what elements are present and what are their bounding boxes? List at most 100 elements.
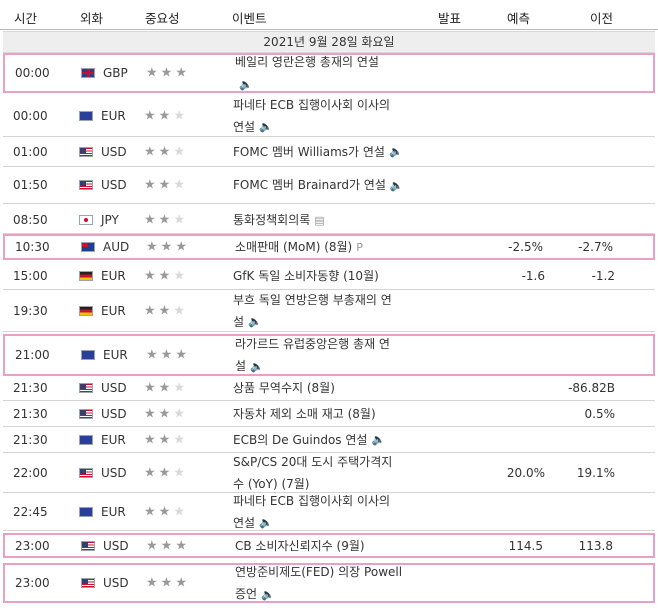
currency-code: JPY bbox=[101, 213, 119, 227]
star-icon: ★ bbox=[173, 380, 188, 396]
usd-flag-icon bbox=[81, 540, 95, 551]
currency-code: USD bbox=[101, 144, 127, 159]
importance-stars: ★★★ bbox=[144, 303, 188, 318]
star-icon: ★ bbox=[173, 144, 188, 159]
star-icon: ★ bbox=[173, 432, 188, 447]
sound-icon[interactable]: 🔈 bbox=[261, 587, 275, 601]
star-icon: ★ bbox=[144, 504, 159, 519]
importance-stars: ★★★ bbox=[144, 504, 188, 519]
star-icon: ★ bbox=[144, 432, 159, 447]
sound-icon[interactable]: 🔈 bbox=[371, 432, 386, 446]
star-icon: ★ bbox=[146, 575, 161, 591]
usd-flag-icon bbox=[79, 408, 93, 419]
star-icon: ★ bbox=[160, 65, 176, 81]
previous-value: 0.5% bbox=[584, 406, 616, 421]
event-name-line1: 부흐 독일 연방은행 부총재의 연 bbox=[233, 292, 392, 307]
event-name-line1: FOMC 멤버 Brainard가 연설 🔈 bbox=[233, 174, 413, 197]
header-actual: 발표 bbox=[438, 11, 462, 26]
event-name[interactable]: FOMC 멤버 Brainard가 연설 🔈 bbox=[233, 174, 413, 197]
event-name[interactable]: 부흐 독일 연방은행 부총재의 연 설 🔈 bbox=[233, 288, 413, 333]
table-row[interactable]: 01:50 USD ★★★ FOMC 멤버 Brainard가 연설 🔈 bbox=[3, 167, 655, 204]
table-row[interactable]: 01:00 USD ★★★ FOMC 멤버 Williams가 연설 🔈 bbox=[3, 137, 655, 167]
event-name-line1: 파네타 ECB 집행이사회 이사의 bbox=[233, 493, 391, 508]
star-icon: ★ bbox=[146, 538, 161, 553]
event-name[interactable]: 상품 무역수지 (8월) bbox=[233, 377, 413, 399]
star-icon: ★ bbox=[175, 575, 190, 591]
header-importance: 중요성 bbox=[145, 11, 180, 26]
event-name[interactable]: 베일리 영란은행 총재의 연설 🔈 bbox=[235, 51, 415, 96]
table-row[interactable]: 08:50 JPY ★★★ 통화정책회의록 ▤ bbox=[3, 207, 655, 234]
star-icon: ★ bbox=[144, 144, 159, 159]
event-name[interactable]: CB 소비자신뢰지수 (9월) bbox=[235, 535, 415, 557]
importance-stars: ★★★ bbox=[146, 348, 190, 363]
sound-icon[interactable]: 🔈 bbox=[239, 77, 253, 91]
sound-icon[interactable]: 🔈 bbox=[389, 178, 404, 192]
event-name[interactable]: 연방준비제도(FED) 의장 Powell 증언 🔈 bbox=[235, 561, 415, 606]
event-name-line2-text: 증언 bbox=[235, 586, 258, 601]
table-row[interactable]: 19:30 EUR ★★★ 부흐 독일 연방은행 부총재의 연 설 🔈 bbox=[3, 290, 655, 332]
table-row[interactable]: 21:00 EUR ★★★ 라가르드 유럽중앙은행 총재 연 설 🔈 bbox=[3, 334, 655, 376]
table-row[interactable]: 21:30 USD ★★★ 자동차 제외 소매 재고 (8월) 0.5% bbox=[3, 401, 655, 427]
event-name[interactable]: 소매판매 (MoM) (8월) P bbox=[235, 236, 415, 259]
table-row[interactable]: 22:45 EUR ★★★ 파네타 ECB 집행이사회 이사의 연설 🔈 bbox=[3, 493, 655, 531]
table-row[interactable]: 23:00 USD ★★★ CB 소비자신뢰지수 (9월) 114.5 113.8 bbox=[3, 533, 655, 558]
table-row[interactable]: 10:30 AUD ★★★ 소매판매 (MoM) (8월) P -2.5% -2.7% bbox=[3, 234, 655, 260]
event-name[interactable]: FOMC 멤버 Williams가 연설 🔈 bbox=[233, 140, 413, 163]
event-time: 22:00 bbox=[13, 465, 48, 480]
event-name[interactable]: GfK 독일 소비자동향 (10월) bbox=[233, 265, 413, 287]
document-icon[interactable]: ▤ bbox=[314, 213, 325, 227]
event-name-line2: 🔈 bbox=[235, 73, 415, 96]
table-row[interactable]: 21:30 USD ★★★ 상품 무역수지 (8월) -86.82B bbox=[3, 376, 655, 401]
deu-flag-icon bbox=[79, 270, 93, 281]
star-icon: ★ bbox=[144, 212, 159, 228]
table-row[interactable]: 23:00 USD ★★★ 연방준비제도(FED) 의장 Powell 증언 🔈 bbox=[3, 563, 655, 603]
sound-icon[interactable]: 🔈 bbox=[388, 144, 403, 158]
importance-stars: ★★★ bbox=[144, 144, 188, 159]
table-row[interactable]: 21:30 EUR ★★★ ECB의 De Guindos 연설 🔈 bbox=[3, 427, 655, 453]
event-name-line1: 베일리 영란은행 총재의 연설 bbox=[235, 54, 379, 69]
importance-stars: ★★★ bbox=[146, 576, 190, 591]
event-name-line2-text: 연설 bbox=[233, 515, 256, 530]
star-icon: ★ bbox=[160, 575, 176, 591]
currency-code: USD bbox=[101, 465, 127, 480]
star-icon: ★ bbox=[146, 65, 161, 81]
previous-value: 113.8 bbox=[578, 538, 613, 553]
sound-icon[interactable]: 🔈 bbox=[250, 359, 264, 373]
table-row[interactable]: 00:00 GBP ★★★ 베일리 영란은행 총재의 연설 🔈 bbox=[3, 53, 655, 93]
importance-stars: ★★★ bbox=[146, 240, 190, 255]
star-icon: ★ bbox=[175, 347, 190, 363]
forecast-value: 114.5 bbox=[508, 538, 543, 553]
event-name[interactable]: ECB의 De Guindos 연설 🔈 bbox=[233, 428, 413, 451]
sound-icon[interactable]: 🔈 bbox=[259, 515, 273, 529]
star-icon: ★ bbox=[158, 504, 174, 519]
event-name-line1: GfK 독일 소비자동향 (10월) bbox=[233, 268, 379, 283]
event-name[interactable]: 통화정책회의록 ▤ bbox=[233, 209, 413, 232]
table-row[interactable]: 22:00 USD ★★★ S&P/CS 20대 도시 주택가격지 수 (YoY) (7… bbox=[3, 453, 655, 493]
currency-code: EUR bbox=[101, 432, 126, 447]
preliminary-icon[interactable]: P bbox=[356, 240, 363, 254]
star-icon: ★ bbox=[158, 177, 174, 193]
table-row[interactable]: 00:00 EUR ★★★ 파네타 ECB 집행이사회 이사의 연설 🔈 bbox=[3, 95, 655, 137]
event-name-line1: S&P/CS 20대 도시 주택가격지 bbox=[233, 454, 393, 469]
event-time: 01:00 bbox=[13, 144, 48, 159]
event-time: 22:45 bbox=[13, 504, 48, 519]
star-icon: ★ bbox=[144, 465, 159, 480]
event-name[interactable]: 라가르드 유럽중앙은행 총재 연 설 🔈 bbox=[235, 333, 415, 378]
event-name-line1: 통화정책회의록 ▤ bbox=[233, 209, 413, 232]
header-forecast: 예측 bbox=[507, 11, 531, 26]
currency-code: EUR bbox=[103, 348, 128, 362]
event-name[interactable]: 자동차 제외 소매 재고 (8월) bbox=[233, 403, 413, 425]
event-name-line2: 수 (YoY) (7월) bbox=[233, 473, 413, 495]
star-icon: ★ bbox=[144, 406, 159, 421]
event-name-line1: FOMC 멤버 Williams가 연설 🔈 bbox=[233, 140, 413, 163]
star-icon: ★ bbox=[173, 504, 188, 519]
sound-icon[interactable]: 🔈 bbox=[259, 119, 273, 133]
importance-stars: ★★★ bbox=[144, 213, 188, 228]
event-name[interactable]: 파네타 ECB 집행이사회 이사의 연설 🔈 bbox=[233, 93, 413, 138]
eur-flag-icon bbox=[79, 434, 93, 445]
sound-icon[interactable]: 🔈 bbox=[248, 314, 262, 328]
star-icon: ★ bbox=[158, 212, 174, 228]
table-row[interactable]: 15:00 EUR ★★★ GfK 독일 소비자동향 (10월) -1.6 -1.2 bbox=[3, 262, 655, 290]
